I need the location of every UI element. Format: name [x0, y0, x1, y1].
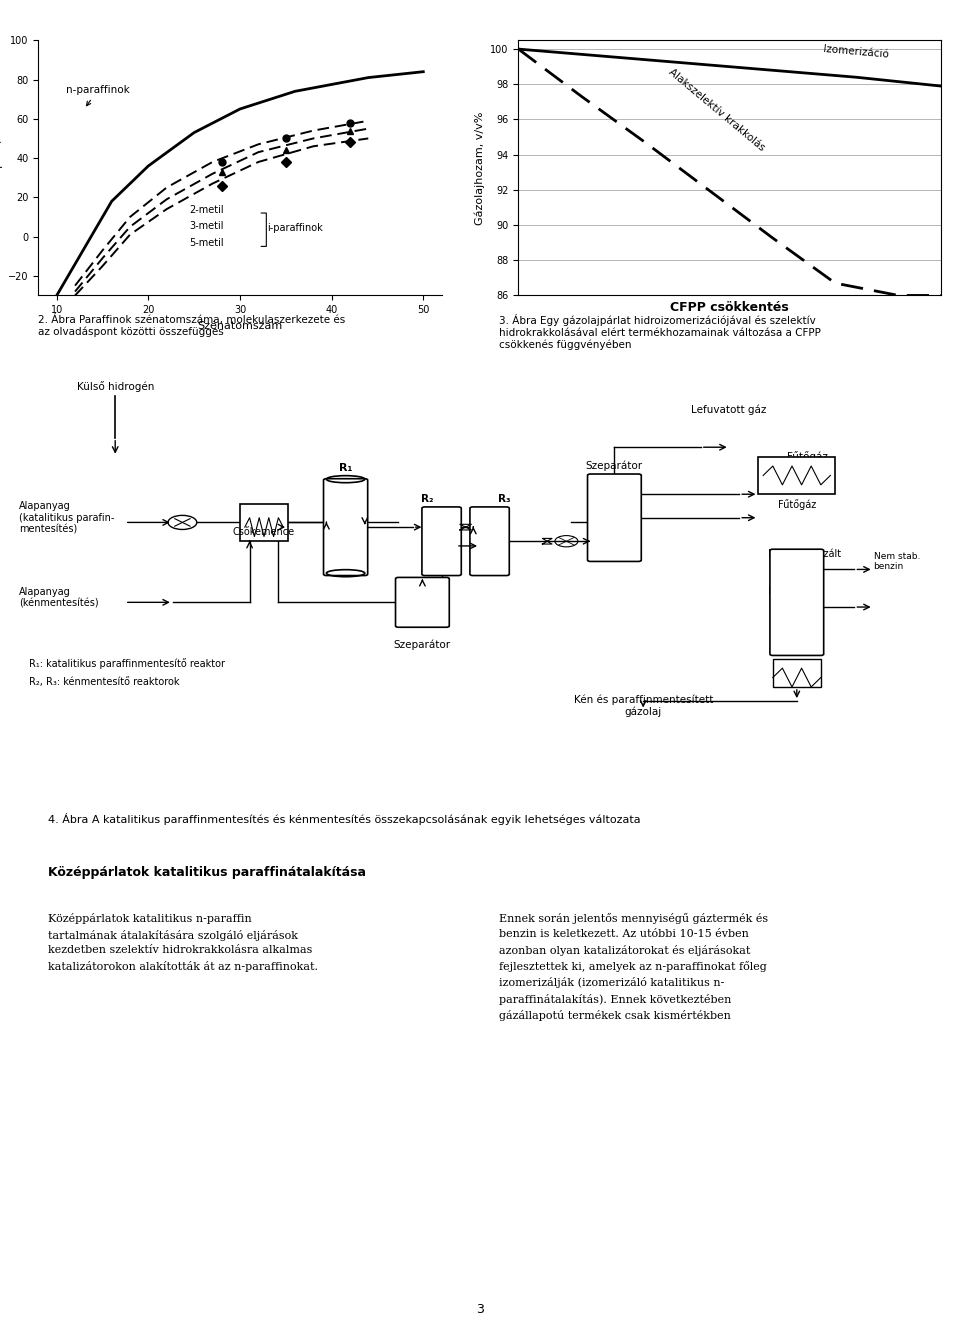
Text: 5-metil: 5-metil [190, 239, 225, 248]
FancyBboxPatch shape [422, 506, 462, 576]
Text: R₂, R₃: kénmentesítő reaktorok: R₂, R₃: kénmentesítő reaktorok [29, 677, 180, 688]
Text: 2. Ábra Paraffinok szénatomszáma, molekulaszerkezete és
az olvadáspont közötti ö: 2. Ábra Paraffinok szénatomszáma, moleku… [38, 314, 346, 337]
Y-axis label: Gázolajhozam, v/v%: Gázolajhozam, v/v% [474, 111, 485, 224]
Text: Alapanyag
(kénmentesítés): Alapanyag (kénmentesítés) [19, 587, 99, 608]
Text: Alapanyag
(katalitikus parafin-
mentesítés): Alapanyag (katalitikus parafin- mentesít… [19, 501, 114, 535]
Text: Alakszelektív krakkolás: Alakszelektív krakkolás [666, 67, 766, 153]
Bar [758, 457, 835, 494]
Text: R₁: katalitikus paraffinmentesítő reaktor: R₁: katalitikus paraffinmentesítő reakto… [29, 658, 225, 669]
Text: Szeparátor: Szeparátor [586, 461, 643, 471]
Text: 4. Ábra A katalitikus paraffinmentesítés és kénmentesítés összekapcsolásának egy: 4. Ábra A katalitikus paraffinmentesítés… [48, 813, 640, 825]
FancyBboxPatch shape [470, 506, 509, 576]
Text: 2-metil: 2-metil [190, 205, 225, 215]
Text: Nem stab.
benzin: Nem stab. benzin [874, 552, 920, 571]
Bar [773, 658, 821, 686]
Text: Nem stabilizált
benzin: Nem stabilizált benzin [768, 549, 841, 571]
Text: R₂: R₂ [420, 494, 434, 504]
X-axis label: CFPP csökkentés: CFPP csökkentés [670, 301, 789, 314]
Text: Izomerizáció: Izomerizáció [823, 44, 889, 60]
Text: R₃: R₃ [497, 494, 511, 504]
Text: n-paraffinok: n-paraffinok [66, 86, 130, 106]
Text: 3: 3 [476, 1303, 484, 1316]
FancyBboxPatch shape [324, 478, 368, 576]
Y-axis label: Olvadáspont, °C: Olvadáspont, °C [0, 122, 3, 214]
Text: Fűtőgáz: Fűtőgáz [778, 498, 816, 510]
Text: Középpárlatok katalitikus n-paraffin
tartalmának átalakítására szolgáló eljáráso: Középpárlatok katalitikus n-paraffin tar… [48, 913, 318, 972]
Text: Középpárlatok katalitikus paraffinátalakítása: Középpárlatok katalitikus paraffinátalak… [48, 866, 366, 880]
Text: Lefuvatott gáz: Lefuvatott gáz [691, 404, 767, 415]
Text: Csőkemence: Csőkemence [233, 526, 295, 537]
Text: Szeparátor: Szeparátor [394, 639, 451, 650]
Text: Fűtőgáz: Fűtőgáz [787, 451, 828, 462]
Text: Desztilláló
kolonna: Desztilláló kolonna [768, 587, 819, 608]
FancyBboxPatch shape [770, 549, 824, 655]
FancyBboxPatch shape [396, 577, 449, 627]
Text: Külső hidrogén: Külső hidrogén [77, 380, 154, 392]
Text: Ennek során jelentős mennyiségű gáztermék és
benzin is keletkezett. Az utóbbi 10: Ennek során jelentős mennyiségű gáztermé… [499, 913, 768, 1021]
Text: i-paraffinok: i-paraffinok [268, 223, 324, 232]
FancyBboxPatch shape [588, 474, 641, 561]
Text: 3. Ábra Egy gázolajpárlat hidroizomerizációjával és szelektív
hidrokrakkolásával: 3. Ábra Egy gázolajpárlat hidroizomerizá… [499, 314, 821, 351]
Text: 3-metil: 3-metil [190, 220, 224, 231]
Text: Kén és paraffinmentesített
gázolaj: Kén és paraffinmentesített gázolaj [573, 694, 713, 717]
Bar [240, 504, 288, 541]
X-axis label: Szénatomszám: Szénatomszám [198, 321, 282, 330]
Text: R₁: R₁ [339, 463, 352, 473]
